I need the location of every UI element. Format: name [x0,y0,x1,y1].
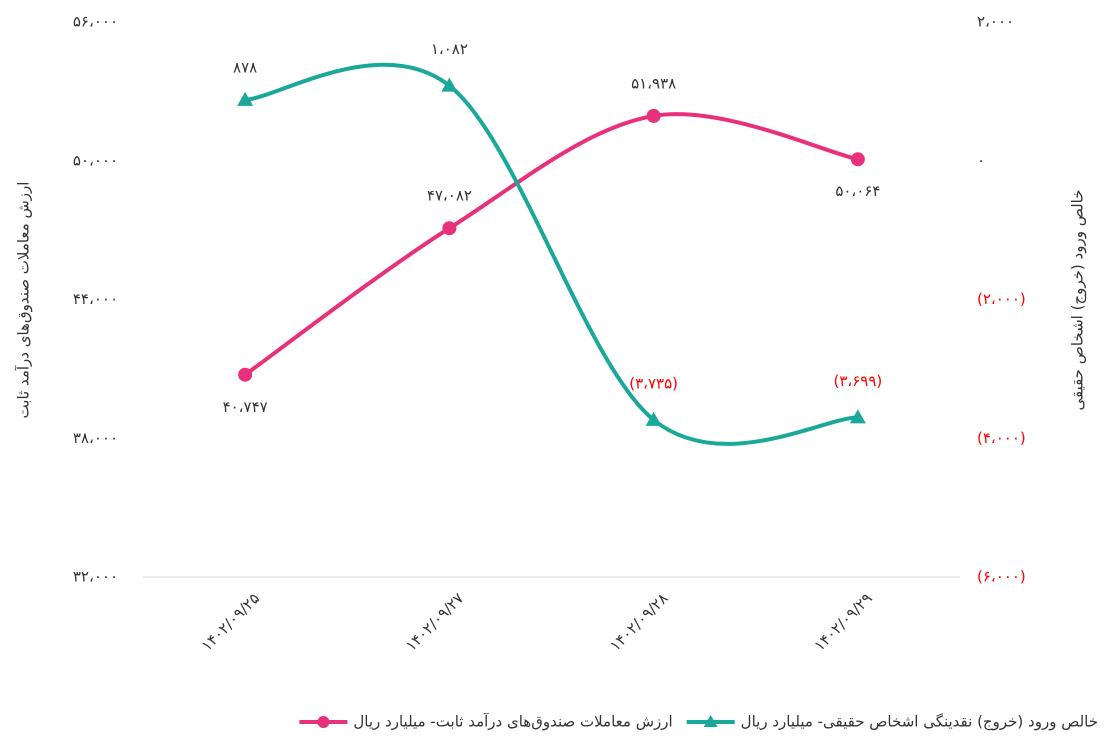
legend-marker [703,715,718,727]
y2-tick-label: (۴،۰۰۰) [977,429,1026,447]
marker [849,409,866,424]
legend-label: ارزش معاملات صندوق‌های درآمد ثابت- میلیا… [353,713,672,731]
marker [645,411,662,426]
marker [646,108,661,123]
data-label: ۴۷،۰۸۲ [427,187,472,205]
y-tick-label: ۳۸،۰۰۰ [73,429,118,447]
data-label: ۵۰،۰۶۴ [835,182,880,200]
data-label: ۸۷۸ [233,58,257,76]
y2-tick-label: ۲،۰۰۰ [977,13,1014,31]
marker [441,77,458,92]
legend-marker [317,716,330,728]
y2-axis-title: خالص ورود (خروج) اشخاص حقیقی [1069,189,1088,410]
x-tick-label: ۱۴۰۲/۰۹/۲۸ [606,589,671,654]
x-tick-label: ۱۴۰۲/۰۹/۲۵ [198,589,263,654]
series-line [243,112,859,377]
data-label: (۳،۷۳۵) [629,374,678,392]
y2-tick-label: ۰ [977,151,985,169]
marker [442,221,457,236]
marker [237,91,254,106]
data-label: ۴۰،۷۴۷ [223,398,268,416]
y-axis-title: ارزش معاملات صندوق‌های درآمد ثابت [15,182,33,419]
y-tick-label: ۵۶،۰۰۰ [73,13,118,31]
y2-tick-label: (۶،۰۰۰) [977,568,1026,586]
data-label: ۵۱،۹۳۸ [631,74,676,92]
legend-label: خالص ورود (خروج) نقدینگی اشخاص حقیقی- می… [741,713,1098,732]
y2-tick-label: (۲،۰۰۰) [977,290,1026,308]
y-tick-label: ۴۴،۰۰۰ [73,290,118,308]
series-line [244,62,858,446]
x-tick-label: ۱۴۰۲/۰۹/۲۷ [402,589,467,654]
marker [850,152,865,167]
data-label: ۱،۰۸۲ [431,40,468,58]
data-label: (۳،۶۹۹) [833,372,882,390]
y-tick-label: ۳۲،۰۰۰ [73,568,118,586]
y-tick-label: ۵۰،۰۰۰ [73,151,118,169]
x-tick-label: ۱۴۰۲/۰۹/۲۹ [810,589,875,654]
marker [238,367,253,382]
